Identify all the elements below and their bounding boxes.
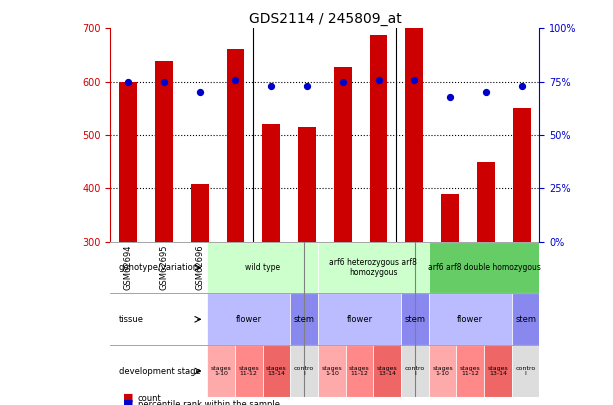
Text: stem: stem [405, 315, 425, 324]
Text: stages
1-10: stages 1-10 [321, 366, 342, 376]
Point [481, 89, 490, 96]
Text: stages
13-14: stages 13-14 [487, 366, 508, 376]
Text: arf6 arf8 double homozygous: arf6 arf8 double homozygous [428, 263, 541, 272]
Bar [512, 294, 539, 345]
Bar [428, 345, 457, 397]
Bar [235, 345, 262, 397]
Text: stem: stem [515, 315, 536, 324]
Point [123, 79, 133, 85]
Bar [428, 242, 539, 294]
Bar [334, 67, 352, 242]
Text: flower: flower [346, 315, 373, 324]
Bar [298, 127, 316, 242]
Bar [373, 345, 401, 397]
Bar [370, 35, 387, 242]
Bar [262, 124, 280, 242]
Point [445, 94, 455, 100]
Bar [401, 345, 428, 397]
Text: tissue: tissue [119, 315, 143, 324]
Bar [120, 82, 137, 242]
Bar [512, 109, 530, 242]
Bar [457, 345, 484, 397]
Bar [227, 49, 245, 242]
Text: genotype/variation: genotype/variation [119, 263, 199, 272]
Text: stages
13-14: stages 13-14 [377, 366, 398, 376]
Bar [207, 294, 291, 345]
Text: flower: flower [235, 315, 262, 324]
Text: stages
1-10: stages 1-10 [432, 366, 453, 376]
Text: stages
11-12: stages 11-12 [349, 366, 370, 376]
Bar [401, 294, 428, 345]
Text: contro
l: contro l [294, 366, 314, 376]
Bar [291, 294, 318, 345]
Text: count: count [138, 394, 162, 403]
Bar [191, 184, 208, 242]
Bar [155, 62, 173, 242]
Point [373, 76, 384, 83]
Point [266, 83, 276, 89]
Text: stem: stem [294, 315, 314, 324]
Text: contro
l: contro l [516, 366, 536, 376]
Point [409, 76, 419, 83]
Text: flower: flower [457, 315, 483, 324]
Bar [477, 162, 495, 242]
Title: GDS2114 / 245809_at: GDS2114 / 245809_at [248, 12, 402, 26]
Bar [346, 345, 373, 397]
Bar [428, 294, 512, 345]
Text: contro
l: contro l [405, 366, 425, 376]
Point [230, 76, 240, 83]
Text: development stage: development stage [119, 367, 200, 375]
Text: arf6 heterozygous arf8
homozygous: arf6 heterozygous arf8 homozygous [329, 258, 417, 277]
Point [517, 83, 527, 89]
Point [195, 89, 205, 96]
Point [159, 79, 169, 85]
Text: stages
13-14: stages 13-14 [266, 366, 287, 376]
Text: ■: ■ [123, 399, 133, 405]
Bar [262, 345, 291, 397]
Bar [512, 345, 539, 397]
Point [302, 83, 312, 89]
Bar [207, 242, 318, 294]
Bar [441, 194, 459, 242]
Text: stages
11-12: stages 11-12 [460, 366, 481, 376]
Bar [207, 345, 235, 397]
Text: stages
11-12: stages 11-12 [238, 366, 259, 376]
Bar [318, 242, 428, 294]
Bar [318, 294, 401, 345]
Text: percentile rank within the sample: percentile rank within the sample [138, 400, 280, 405]
Text: wild type: wild type [245, 263, 280, 272]
Text: stages
1-10: stages 1-10 [211, 366, 232, 376]
Bar [318, 345, 346, 397]
Point [338, 79, 348, 85]
Bar [291, 345, 318, 397]
Bar [484, 345, 512, 397]
Bar [405, 28, 423, 242]
Text: ■: ■ [123, 393, 133, 403]
